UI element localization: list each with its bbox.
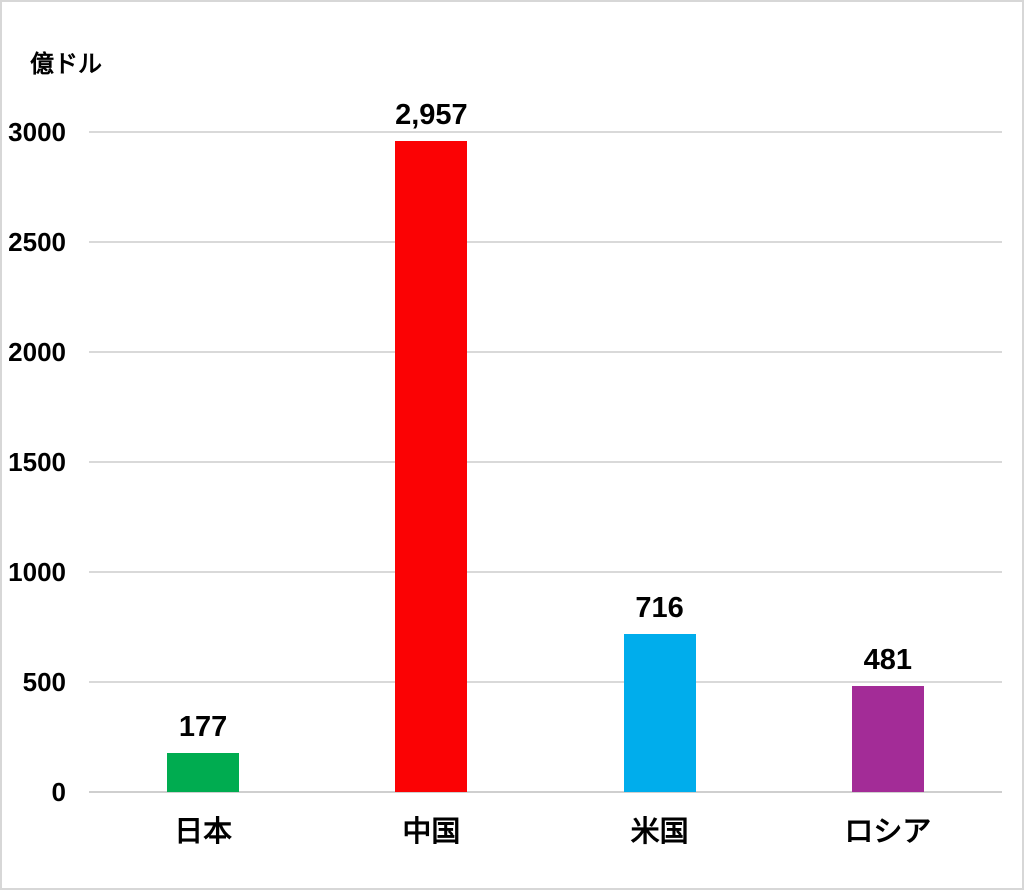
y-tick-label: 1000	[8, 557, 66, 587]
gridline	[89, 461, 1002, 463]
x-axis-line	[89, 791, 1002, 793]
y-tick-label: 3000	[8, 117, 66, 147]
x-category-label-日本: 日本	[174, 816, 233, 848]
y-tick-label: 2500	[8, 227, 66, 257]
value-label-米国: 716	[635, 592, 684, 625]
gridline	[89, 131, 1002, 133]
x-category-label-ロシア: ロシア	[844, 816, 932, 848]
gridline	[89, 681, 1002, 683]
y-tick-label: 0	[51, 777, 66, 807]
y-tick-label: 2000	[8, 337, 66, 367]
bar-中国	[395, 141, 468, 792]
value-label-日本: 177	[178, 711, 228, 744]
y-tick-label: 500	[22, 667, 66, 697]
x-category-label-中国: 中国	[402, 816, 461, 848]
y-tick-label: 1500	[8, 447, 66, 477]
x-category-label-米国: 米国	[630, 816, 689, 848]
gridline	[89, 351, 1002, 353]
gridline	[89, 241, 1002, 243]
bar-米国	[623, 634, 696, 792]
y-axis-unit-label: 億ドル	[30, 51, 102, 78]
gridline	[89, 571, 1002, 573]
value-label-ロシア: 481	[863, 644, 913, 677]
value-label-中国: 2,957	[395, 99, 468, 132]
bar-日本	[167, 753, 240, 792]
bar-ロシア	[851, 686, 924, 792]
